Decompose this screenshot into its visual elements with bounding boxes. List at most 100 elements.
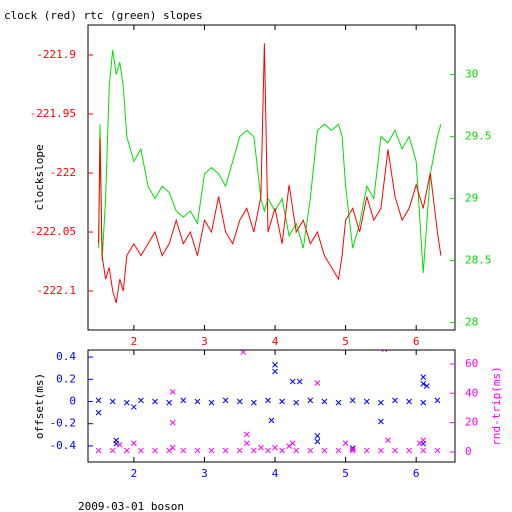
y2-axis-label: rnd-trip(ms) <box>490 366 503 445</box>
point <box>279 447 285 454</box>
point <box>378 418 384 425</box>
y-tick-label: -221.95 <box>30 107 76 120</box>
point <box>349 397 356 404</box>
point <box>169 419 176 426</box>
y-tick-label: -0.2 <box>50 417 77 430</box>
point <box>423 383 430 389</box>
point <box>251 447 257 454</box>
frame <box>87 24 456 331</box>
footer: 2009-03-01 boson <box>78 500 184 512</box>
point <box>268 417 275 424</box>
point <box>116 441 123 448</box>
point <box>420 380 427 387</box>
point <box>272 444 278 451</box>
point <box>406 447 412 454</box>
point <box>95 409 102 416</box>
point <box>363 398 370 405</box>
x-tick-label: 5 <box>342 467 349 480</box>
x-tick-label: 3 <box>201 335 208 348</box>
point <box>152 398 158 405</box>
y-tick-label: -0.4 <box>50 439 77 452</box>
y2-tick-label: 29.5 <box>465 130 492 143</box>
point <box>321 447 328 454</box>
point <box>169 388 176 395</box>
y-tick-label: -222.1 <box>36 284 76 297</box>
point <box>307 447 314 454</box>
point <box>349 445 356 451</box>
point <box>180 447 187 454</box>
y2-tick-label: 28 <box>465 316 478 329</box>
point <box>222 447 229 454</box>
y2-tick-label: 40 <box>465 386 478 399</box>
point <box>406 398 412 405</box>
y-tick-label: -222.05 <box>30 225 76 238</box>
point <box>293 447 300 454</box>
plot-area <box>98 43 442 304</box>
point <box>420 399 427 406</box>
point <box>342 440 349 447</box>
point <box>349 447 356 454</box>
point <box>194 447 201 454</box>
point <box>272 368 278 375</box>
frame <box>87 349 456 463</box>
plot-area <box>95 350 441 454</box>
point <box>279 398 285 405</box>
x-tick-label: 4 <box>272 335 279 348</box>
point <box>381 350 388 353</box>
point <box>251 399 257 406</box>
point <box>272 362 278 368</box>
point <box>420 447 427 454</box>
point <box>109 398 116 405</box>
y-tick-label: -221.9 <box>36 48 76 61</box>
point <box>335 399 342 406</box>
point <box>289 378 296 385</box>
point <box>289 440 296 447</box>
point <box>420 374 427 380</box>
x-tick-label: 3 <box>201 467 208 480</box>
point <box>385 437 391 444</box>
point <box>152 447 158 454</box>
point <box>138 447 144 454</box>
point <box>166 399 173 406</box>
y-tick-label: 0 <box>69 395 76 408</box>
x-tick-label: 5 <box>342 335 349 348</box>
point <box>314 380 321 386</box>
point <box>113 437 120 444</box>
y-tick-label: 0.2 <box>56 372 76 385</box>
point <box>392 397 398 404</box>
point <box>131 404 137 410</box>
y2-tick-label: 30 <box>465 68 478 81</box>
x-tick-label: 6 <box>413 467 420 480</box>
point <box>222 397 229 404</box>
point <box>236 398 243 405</box>
x-tick-label: 6 <box>413 335 420 348</box>
chart-title: clock (red) rtc (green) slopes <box>4 9 203 22</box>
point <box>208 399 215 406</box>
point <box>293 399 300 406</box>
point <box>265 447 271 454</box>
point <box>109 447 116 454</box>
point <box>363 447 370 454</box>
point <box>265 397 271 404</box>
point <box>307 397 314 404</box>
y2-tick-label: 29 <box>465 192 478 205</box>
point <box>434 397 441 404</box>
point <box>123 447 130 454</box>
point <box>378 447 384 454</box>
point <box>243 440 250 447</box>
series-line <box>98 43 442 304</box>
point <box>243 431 250 438</box>
point <box>236 447 243 454</box>
point <box>296 378 303 385</box>
point <box>95 397 102 404</box>
y-tick-label: 0.4 <box>56 350 76 363</box>
point <box>258 444 264 451</box>
point <box>95 447 102 454</box>
x-tick-label: 2 <box>131 335 138 348</box>
point <box>420 437 427 444</box>
point <box>392 447 398 454</box>
point <box>321 398 328 405</box>
point <box>349 446 356 452</box>
